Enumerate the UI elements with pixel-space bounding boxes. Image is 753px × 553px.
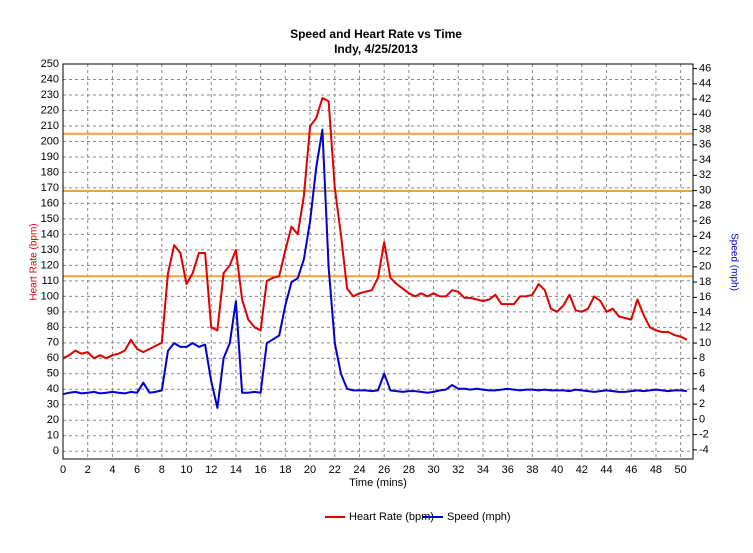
y2-tick-label: 26 — [699, 215, 711, 227]
x-axis-label: Time (mins) — [349, 477, 407, 489]
x-tick-label: 24 — [353, 464, 365, 476]
y2-tick-label: 30 — [699, 184, 711, 196]
legend-label: Heart Rate (bpm) — [349, 511, 434, 523]
y2-axis-label: Speed (mph) — [728, 233, 739, 291]
y-tick-label: 150 — [41, 213, 59, 225]
x-tick-label: 30 — [427, 464, 439, 476]
x-tick-label: 28 — [403, 464, 415, 476]
chart-subtitle: Indy, 4/25/2013 — [334, 42, 418, 56]
x-tick-label: 22 — [329, 464, 341, 476]
x-tick-label: 6 — [134, 464, 140, 476]
x-tick-label: 4 — [109, 464, 115, 476]
y2-tick-label: 34 — [699, 154, 711, 166]
x-tick-label: 46 — [625, 464, 637, 476]
x-tick-label: 26 — [378, 464, 390, 476]
chart-title: Speed and Heart Rate vs Time — [290, 27, 462, 41]
y2-tick-label: 6 — [699, 368, 705, 380]
x-tick-label: 10 — [180, 464, 192, 476]
y-tick-label: 80 — [47, 321, 59, 333]
y2-tick-label: 24 — [699, 230, 711, 242]
y-tick-label: 220 — [41, 104, 59, 116]
x-tick-label: 38 — [526, 464, 538, 476]
x-tick-label: 14 — [230, 464, 242, 476]
x-tick-label: 34 — [477, 464, 489, 476]
y-tick-label: 180 — [41, 166, 59, 178]
x-tick-label: 18 — [279, 464, 291, 476]
x-tick-label: 36 — [502, 464, 514, 476]
y-tick-label: 160 — [41, 197, 59, 209]
y-axis-label: Heart Rate (bpm) — [29, 223, 40, 300]
x-tick-label: 48 — [650, 464, 662, 476]
x-tick-label: 16 — [255, 464, 267, 476]
y2-tick-label: 46 — [699, 62, 711, 74]
y2-tick-label: 32 — [699, 169, 711, 181]
y2-tick-label: 42 — [699, 93, 711, 105]
y-tick-label: 90 — [47, 306, 59, 318]
y2-tick-label: 12 — [699, 322, 711, 334]
y-tick-label: 40 — [47, 383, 59, 395]
y-tick-label: 210 — [41, 120, 59, 132]
y2-tick-label: -4 — [699, 444, 709, 456]
y2-tick-label: 0 — [699, 413, 705, 425]
y2-tick-label: 20 — [699, 261, 711, 273]
x-tick-label: 2 — [85, 464, 91, 476]
y-tick-label: 0 — [53, 445, 59, 457]
y2-tick-label: 10 — [699, 337, 711, 349]
y-tick-label: 60 — [47, 352, 59, 364]
y2-tick-label: 22 — [699, 245, 711, 257]
y2-tick-label: 38 — [699, 123, 711, 135]
y-tick-label: 70 — [47, 337, 59, 349]
y2-tick-label: 4 — [699, 383, 705, 395]
y-tick-label: 230 — [41, 89, 59, 101]
y2-tick-label: 2 — [699, 398, 705, 410]
y2-tick-label: 18 — [699, 276, 711, 288]
y2-tick-label: 16 — [699, 291, 711, 303]
data-line — [62, 128, 687, 409]
y-tick-label: 30 — [47, 399, 59, 411]
y-tick-label: 190 — [41, 151, 59, 163]
x-tick-label: 8 — [159, 464, 165, 476]
x-tick-label: 32 — [452, 464, 464, 476]
plot-frame — [62, 63, 694, 460]
y2-tick-label: 44 — [699, 78, 711, 90]
y2-tick-label: 40 — [699, 108, 711, 120]
y-tick-label: 140 — [41, 228, 59, 240]
x-tick-label: 0 — [60, 464, 66, 476]
y2-tick-label: 14 — [699, 306, 711, 318]
x-tick-label: 44 — [600, 464, 612, 476]
x-tick-label: 20 — [304, 464, 316, 476]
y-tick-label: 120 — [41, 259, 59, 271]
y2-tick-label: -2 — [699, 429, 709, 441]
y-tick-label: 50 — [47, 368, 59, 380]
y2-tick-label: 36 — [699, 139, 711, 151]
y-tick-label: 250 — [41, 58, 59, 70]
y-tick-label: 130 — [41, 244, 59, 256]
y-tick-label: 110 — [41, 275, 59, 287]
legend-label: Speed (mph) — [447, 511, 511, 523]
y-tick-label: 170 — [41, 182, 59, 194]
y2-tick-label: 8 — [699, 352, 705, 364]
x-tick-label: 40 — [551, 464, 563, 476]
x-tick-label: 50 — [675, 464, 687, 476]
y-tick-label: 240 — [41, 73, 59, 85]
data-line — [62, 97, 688, 360]
y-tick-label: 200 — [41, 135, 59, 147]
x-tick-label: 12 — [205, 464, 217, 476]
y-tick-label: 100 — [41, 290, 59, 302]
y-tick-label: 20 — [47, 414, 59, 426]
x-tick-label: 42 — [576, 464, 588, 476]
y2-tick-label: 28 — [699, 200, 711, 212]
y-tick-label: 10 — [47, 430, 59, 442]
